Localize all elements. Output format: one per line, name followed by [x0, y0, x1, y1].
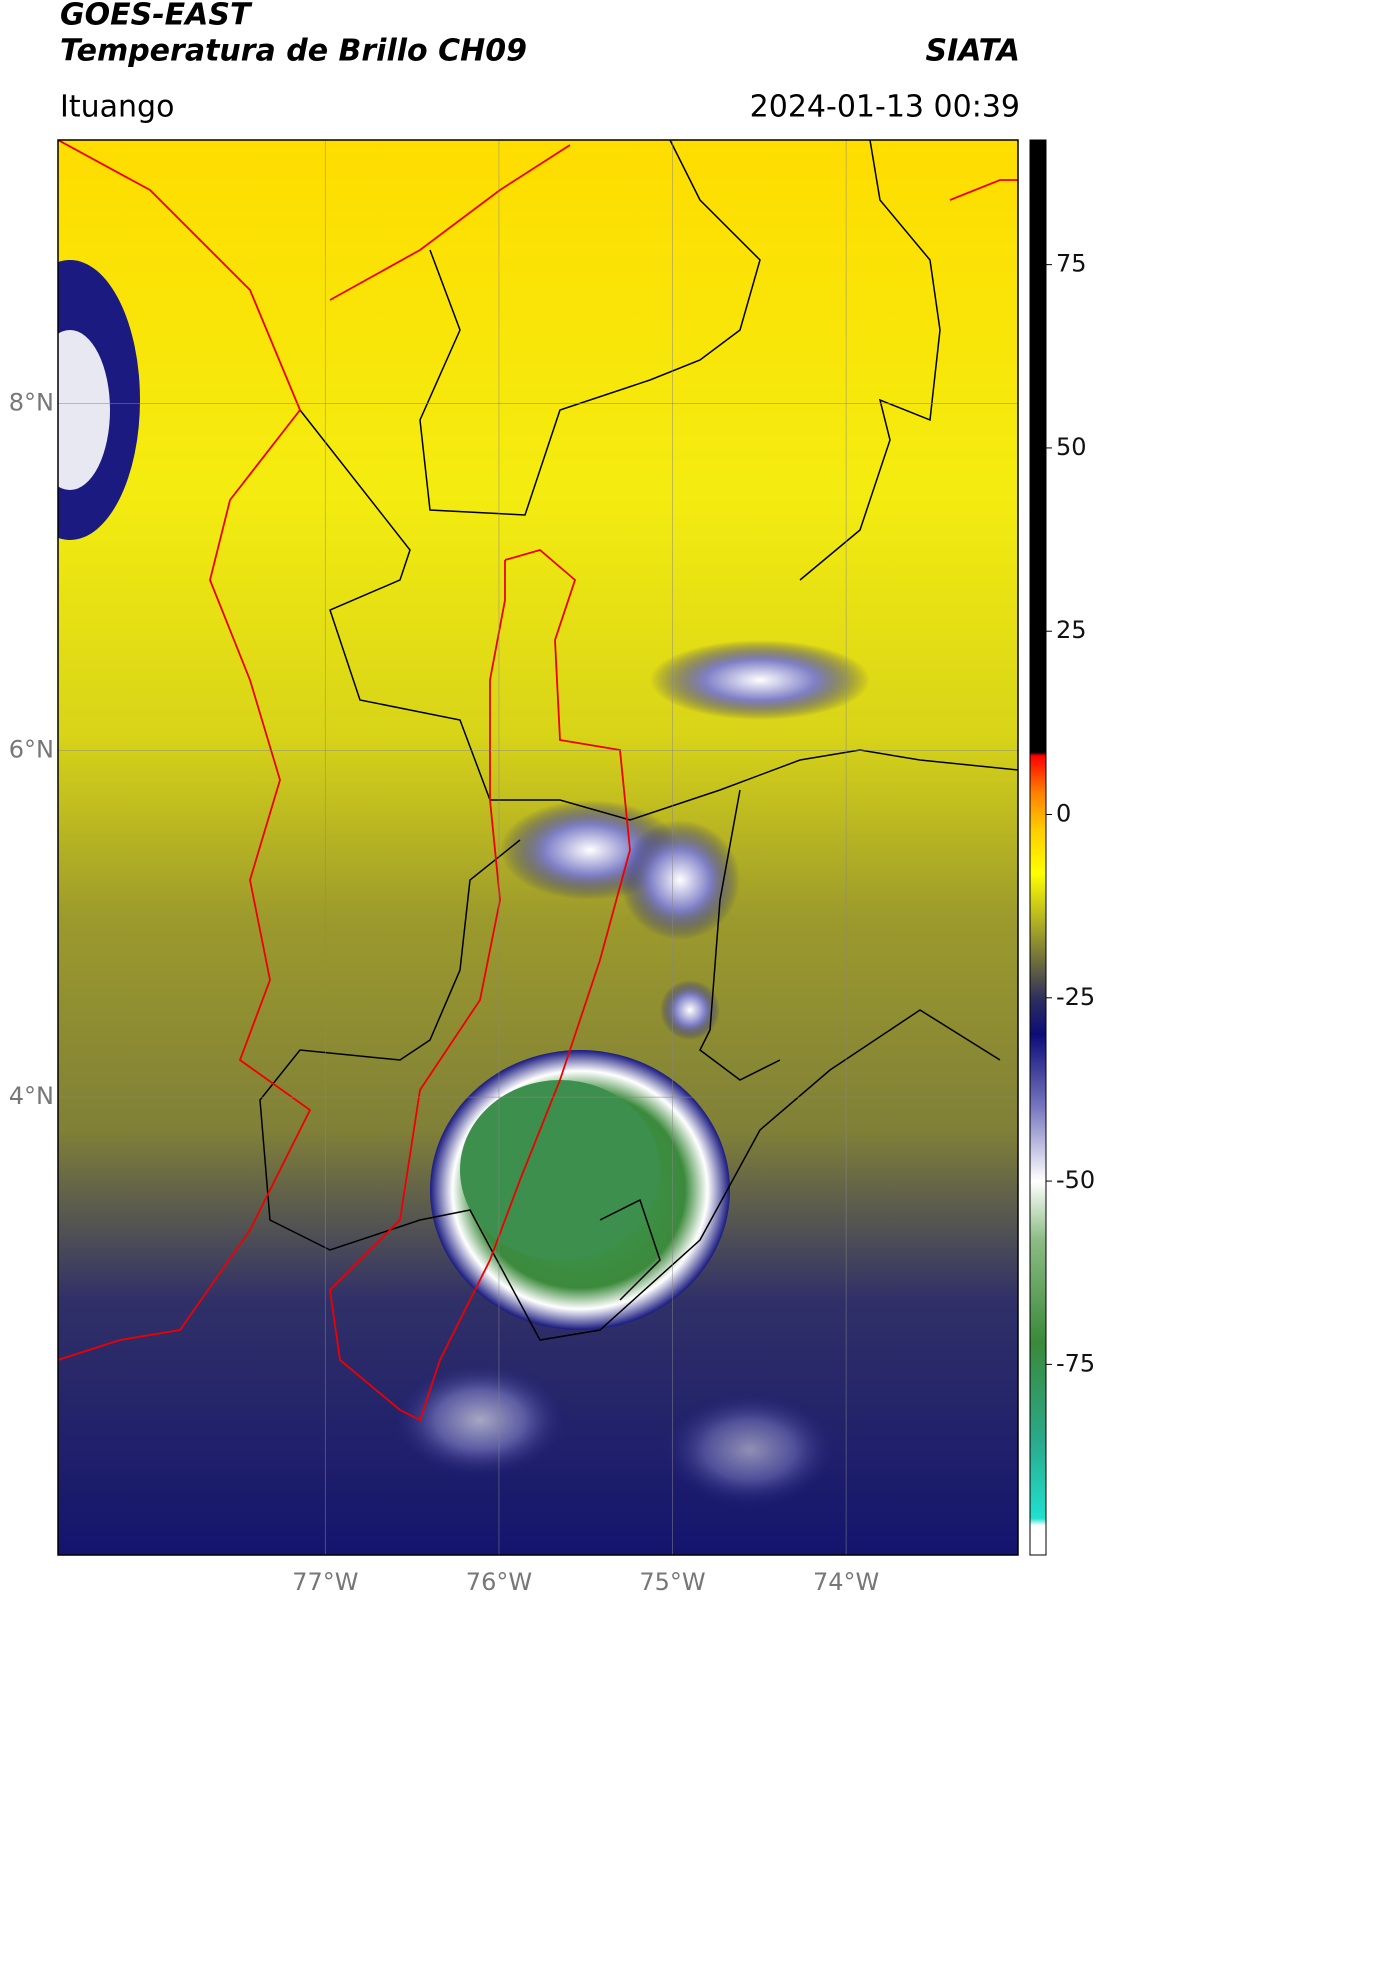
colorbar-tick-label: 75: [1056, 250, 1087, 278]
x-tick-label: 75°W: [639, 1568, 705, 1596]
subtitle: Temperatura de Brillo CH09: [60, 34, 527, 69]
colorbar: [1029, 139, 1047, 1556]
y-tick-label: 4°N: [9, 1082, 54, 1110]
x-tick-label: 74°W: [813, 1568, 879, 1596]
y-tick-label: 6°N: [9, 735, 54, 763]
satellite-image: [58, 140, 1018, 1555]
colorbar-tick-label: -50: [1056, 1166, 1095, 1194]
title: GOES-EAST: [60, 0, 253, 33]
datetime: 2024-01-13 00:39: [750, 90, 1020, 125]
x-tick-label: 76°W: [466, 1568, 532, 1596]
colorbar-tick-label: 0: [1056, 800, 1071, 828]
colorbar-tick-label: 50: [1056, 433, 1087, 461]
location: Ituango: [60, 90, 174, 125]
source: SIATA: [926, 34, 1020, 69]
x-tick-label: 77°W: [292, 1568, 358, 1596]
colorbar-tick-label: -75: [1056, 1349, 1095, 1377]
map-frame: [57, 139, 1019, 1556]
colorbar-tick-label: 25: [1056, 616, 1087, 644]
colorbar-tick-label: -25: [1056, 983, 1095, 1011]
y-tick-label: 8°N: [9, 389, 54, 417]
